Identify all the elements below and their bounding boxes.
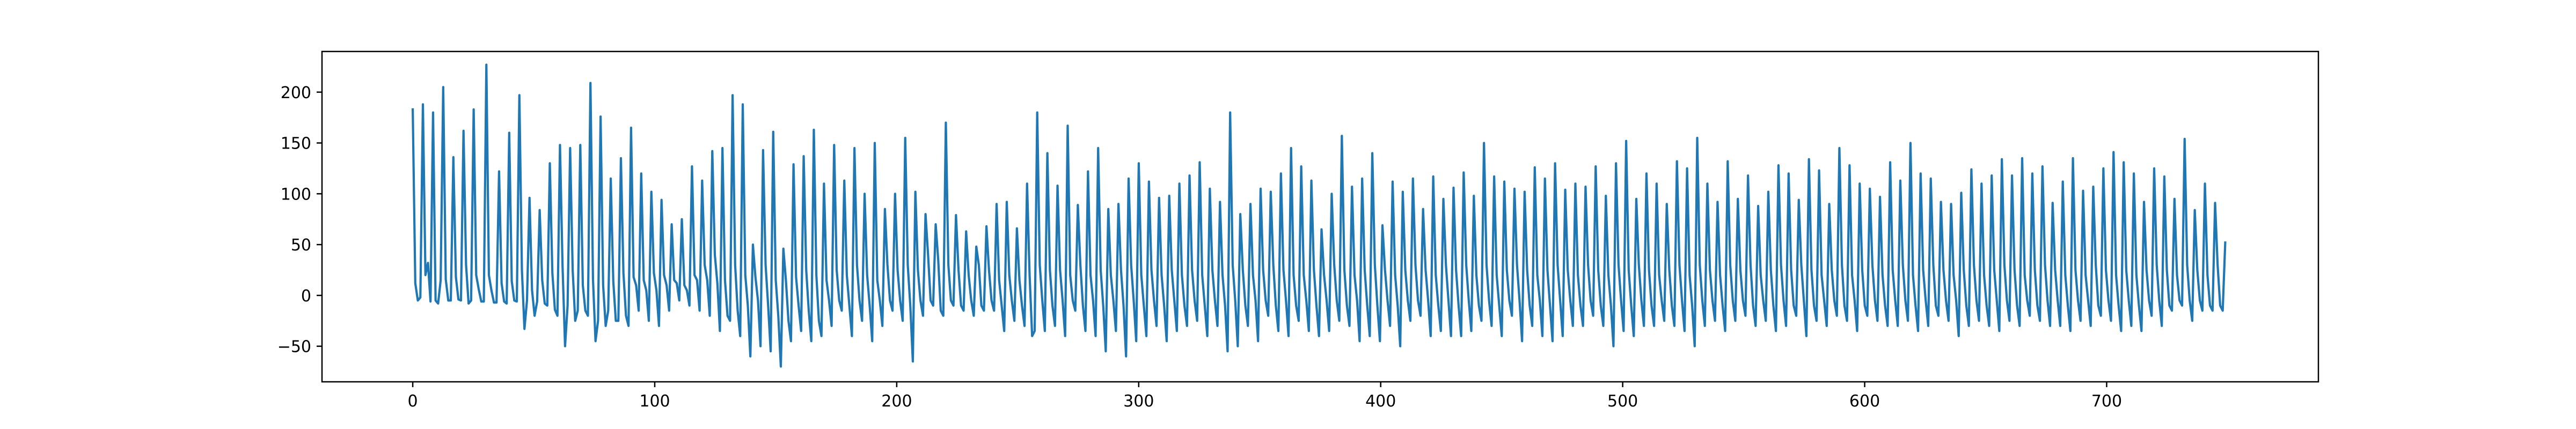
series-line bbox=[411, 63, 2227, 368]
y-tick-label: 50 bbox=[291, 236, 311, 255]
y-tick-label: 150 bbox=[281, 135, 311, 153]
x-tick-label: 300 bbox=[1123, 392, 1154, 411]
x-tick-label: 700 bbox=[2091, 392, 2122, 411]
y-tick-label: 200 bbox=[281, 84, 311, 102]
y-tick-label: 100 bbox=[281, 185, 311, 204]
x-tick-label: 0 bbox=[408, 392, 418, 411]
x-tick-label: 400 bbox=[1365, 392, 1396, 411]
x-tick-label: 500 bbox=[1607, 392, 1638, 411]
axis-ticks: 0 100 200 300 400 500 600 700 −50 0 50 100 150 200 bbox=[277, 84, 2122, 411]
y-tick-label: −50 bbox=[277, 338, 311, 357]
x-tick-label: 200 bbox=[881, 392, 912, 411]
y-tick-label: 0 bbox=[301, 287, 311, 306]
x-tick-label: 100 bbox=[639, 392, 670, 411]
plot-area-frame bbox=[321, 50, 2319, 383]
x-tick-label: 600 bbox=[1849, 392, 1880, 411]
